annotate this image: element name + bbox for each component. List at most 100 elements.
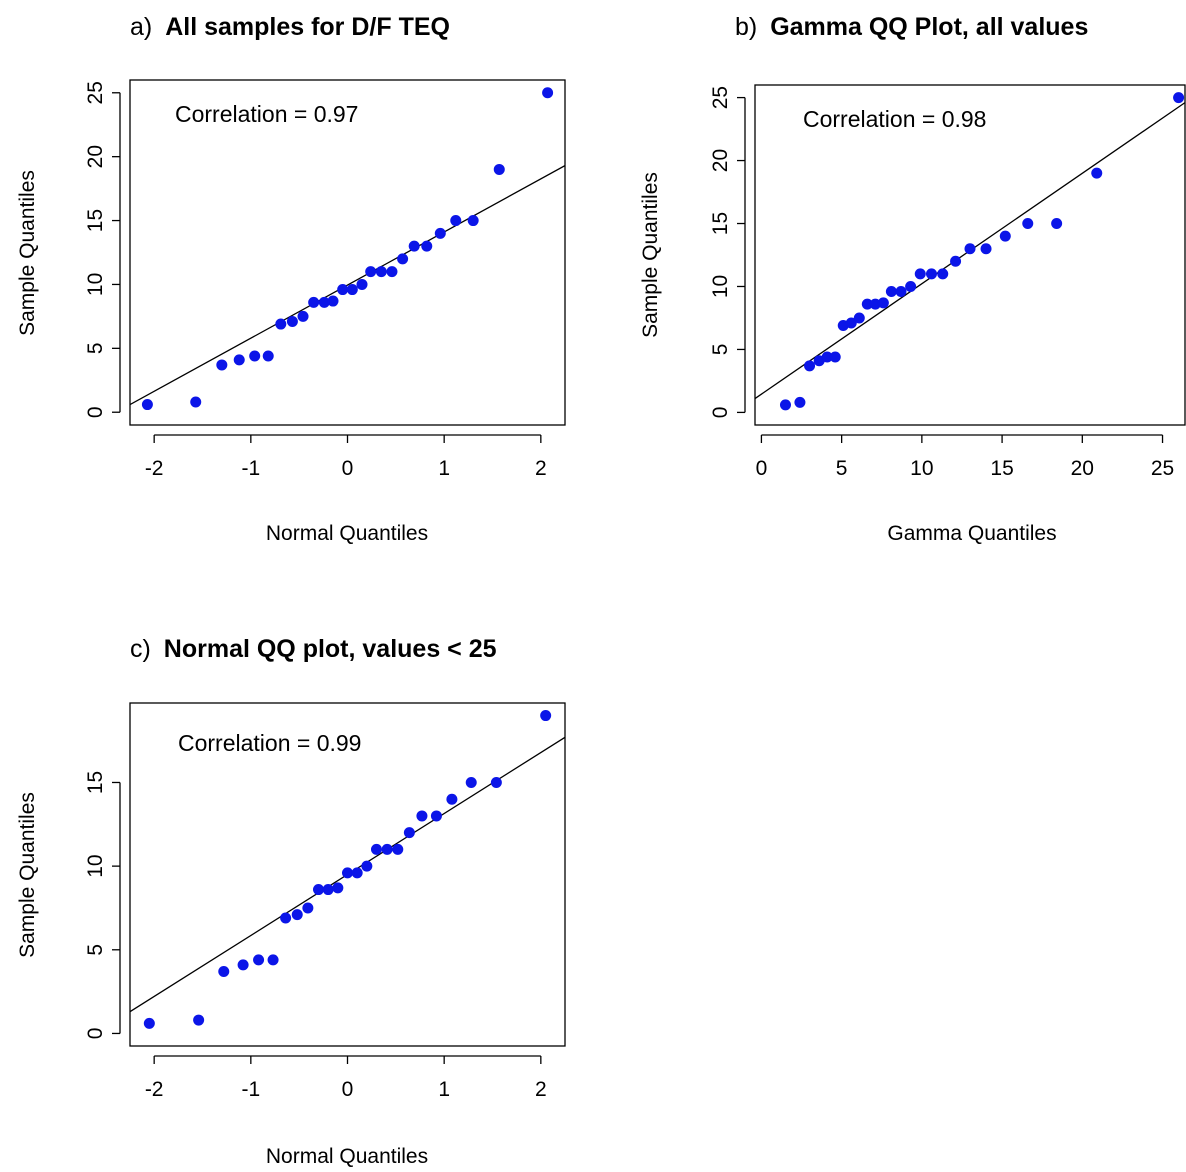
panel-a-data-point <box>249 350 261 362</box>
panel-a-x-tick-label: 0 <box>342 457 354 480</box>
panel-c-y-tick-label: 15 <box>84 771 107 794</box>
panel-a-y-tick-label: 0 <box>84 406 107 418</box>
panel-a-x-tick-label: 2 <box>535 457 547 480</box>
panel-c-x-axis-label: Normal Quantiles <box>266 1145 428 1168</box>
panel-b-correlation-annotation: Correlation = 0.98 <box>803 106 986 132</box>
panel-a-y-tick-label: 5 <box>84 342 107 354</box>
panel-b-data-point <box>845 317 857 329</box>
panel-b-data-point <box>779 399 791 411</box>
panel-a-data-point <box>262 350 274 362</box>
panel-a-data-point <box>275 318 287 330</box>
panel-b-y-tick-label: 15 <box>709 212 732 235</box>
panel-a-title-prefix: a) <box>130 13 152 41</box>
panel-b-y-tick-label: 5 <box>709 344 732 356</box>
panel-a-data-point <box>434 227 446 239</box>
panel-c-data-point <box>430 810 442 822</box>
panel-a-data-point <box>297 310 309 322</box>
panel-c-data-point <box>193 1014 205 1026</box>
panel-b-x-axis-label: Gamma Quantiles <box>887 522 1056 545</box>
panel-b-data-point <box>877 297 889 309</box>
panel-a-data-point <box>375 266 387 278</box>
panel-b-y-tick-label: 0 <box>709 407 732 419</box>
panel-a-fit-line <box>130 165 565 406</box>
panel-c-x-tick-label: -2 <box>145 1078 164 1101</box>
panel-a-y-tick-label: 25 <box>84 81 107 104</box>
panel-b-data-point <box>950 255 962 267</box>
panel-a-x-tick-label: -2 <box>145 457 164 480</box>
panel-c-x-tick-label: 1 <box>438 1078 450 1101</box>
panel-a-data-point <box>190 396 202 408</box>
panel-a-x-axis-label: Normal Quantiles <box>266 522 428 545</box>
panel-b-x-tick-label: 15 <box>990 457 1013 480</box>
panel-a-x-tick-label: 1 <box>438 457 450 480</box>
panel-a-y-tick-label: 15 <box>84 209 107 232</box>
panel-c-x-tick-label: 2 <box>535 1078 547 1101</box>
panel-a-data-point <box>408 240 420 252</box>
panel-c-title-bold: Normal QQ plot, values < 25 <box>164 635 497 663</box>
panel-c-data-point <box>446 793 458 805</box>
panel-b-data-point <box>794 396 806 408</box>
panel-a-plot-frame <box>129 79 566 426</box>
panel-a-y-tick-label: 20 <box>84 145 107 168</box>
panel-c-data-point <box>253 954 265 966</box>
panel-a-data-point <box>542 87 554 99</box>
panel-b-y-tick-label: 25 <box>709 86 732 109</box>
panel-b-x-tick-label: 20 <box>1071 457 1094 480</box>
panel-a-data-point <box>337 284 349 296</box>
panel-c-data-point <box>361 860 373 872</box>
panel-c-data-point <box>280 912 292 924</box>
panel-a-title: a) All samples for D/F TEQ <box>130 13 450 41</box>
panel-b-y-tick-label: 10 <box>709 275 732 298</box>
panel-a-y-axis-label: Sample Quantiles <box>16 170 39 336</box>
panel-b-x-tick-label: 5 <box>836 457 848 480</box>
panel-b-x-tick-label: 0 <box>756 457 768 480</box>
panel-c-data-point <box>416 810 428 822</box>
panel-a-data-point <box>286 316 298 327</box>
panel-c-x-tick-label: 0 <box>342 1078 354 1101</box>
panel-c-data-point <box>403 827 415 839</box>
panel-b-data-point <box>937 268 949 280</box>
panel-b-y-axis-label: Sample Quantiles <box>639 172 662 338</box>
panel-c-data-point <box>540 710 552 722</box>
panel-a-data-point <box>346 284 358 296</box>
panel-b-data-point <box>885 286 897 298</box>
panel-b-title-prefix: b) <box>735 13 757 41</box>
panel-b-plot-frame <box>754 84 1186 426</box>
panel-a-data-point <box>421 240 433 252</box>
panel-b-data-point <box>895 286 907 298</box>
panel-b-data-point <box>1173 92 1185 104</box>
panel-b-y-tick-label: 20 <box>709 149 732 172</box>
panel-c-title-prefix: c) <box>130 635 151 663</box>
panel-b-data-point <box>853 312 865 324</box>
panel-c-data-point <box>392 843 404 855</box>
panel-a-data-point <box>397 253 409 265</box>
panel-c-data-point <box>302 902 314 914</box>
panel-c-y-tick-label: 10 <box>84 854 107 877</box>
panel-c-title: c) Normal QQ plot, values < 25 <box>130 635 497 663</box>
panel-c-x-tick-label: -1 <box>241 1078 260 1101</box>
panel-b-title: b) Gamma QQ Plot, all values <box>735 13 1088 41</box>
panel-b-data-point <box>925 268 937 280</box>
panel-c-data-point <box>143 1017 155 1029</box>
panel-a-data-point <box>493 163 505 175</box>
panel-b-data-point <box>905 280 917 292</box>
panel-c-data-point <box>267 954 279 966</box>
panel-c-data-point <box>465 776 477 788</box>
panel-a-y-tick-label: 10 <box>84 273 107 296</box>
panel-a: a) All samples for D/F TEQ Correlation =… <box>16 13 566 545</box>
panel-a-correlation-annotation: Correlation = 0.97 <box>175 101 358 127</box>
panel-c: c) Normal QQ plot, values < 25 Correlati… <box>16 635 566 1168</box>
panel-b-data-point <box>914 268 926 280</box>
panel-a-data-point <box>318 296 330 308</box>
panel-a-data-point <box>356 278 368 290</box>
panel-a-data-point <box>141 399 153 411</box>
panel-b-data-point <box>980 243 992 255</box>
panel-b-data-point <box>1051 218 1063 230</box>
panel-a-title-bold: All samples for D/F TEQ <box>165 13 450 41</box>
panel-a-data-point <box>467 215 479 227</box>
panel-c-data-point <box>381 843 393 855</box>
panel-c-data-point <box>371 843 382 855</box>
panel-b-x-tick-label: 25 <box>1151 457 1174 480</box>
panel-b: b) Gamma QQ Plot, all values Correlation… <box>639 13 1186 545</box>
